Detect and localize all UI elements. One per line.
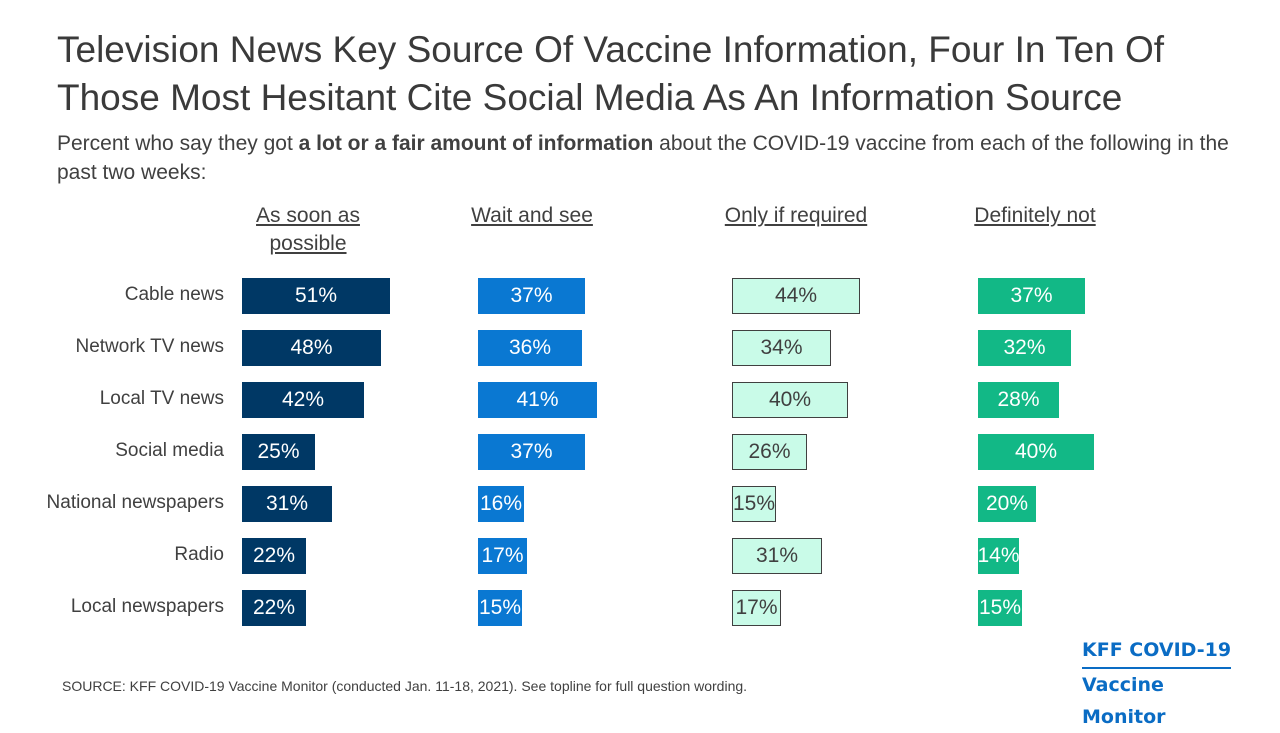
data-label: 26% [748, 440, 791, 463]
bar-as-soon-as-possible-network-tv-news: 48% [242, 330, 381, 366]
data-label: 42% [281, 388, 325, 411]
bar-wait-and-see-local-tv-news: 41% [478, 382, 597, 418]
row-label-network-tv-news: Network TV news [75, 336, 224, 357]
bar-as-soon-as-possible-radio: 22% [242, 538, 306, 574]
bar-definitely-not-network-tv-news: 32% [978, 330, 1071, 366]
bar-wait-and-see-radio: 17% [478, 538, 527, 574]
subtitle-text-after: about the COVID-19 vaccine from each of … [57, 132, 1229, 184]
subtitle-text-bold: a lot or a fair amount of information [298, 132, 654, 155]
brand-line-1: KFF COVID-19 [1082, 634, 1232, 669]
data-label: 51% [294, 284, 338, 307]
row-label-local-tv-news: Local TV news [99, 388, 224, 409]
bar-as-soon-as-possible-local-newspapers: 22% [242, 590, 306, 626]
row-label-cable-news: Cable news [124, 284, 224, 305]
data-label: 22% [252, 596, 296, 619]
data-label: 15% [978, 596, 1022, 619]
bar-wait-and-see-national-newspapers: 16% [478, 486, 524, 522]
data-label: 31% [755, 544, 799, 567]
data-label: 16% [479, 492, 523, 515]
row-label-national-newspapers: National newspapers [46, 492, 224, 513]
data-label: 37% [1010, 284, 1053, 307]
column-header-as-soon-as-possible: As soon as possible [256, 204, 360, 255]
bar-only-if-required-social-media: 26% [732, 434, 807, 470]
data-label: 25% [257, 440, 300, 463]
row-label-local-newspapers: Local newspapers [70, 596, 224, 617]
data-label: 17% [481, 544, 524, 567]
data-label: 40% [768, 388, 812, 411]
bar-only-if-required-cable-news: 44% [732, 278, 860, 314]
column-header-wait-and-see: Wait and see [471, 204, 593, 227]
data-label: 28% [997, 388, 1040, 411]
chart-title: Television News Key Source Of Vaccine In… [57, 29, 1165, 118]
data-label: 32% [1003, 336, 1046, 359]
bar-definitely-not-national-newspapers: 20% [978, 486, 1036, 522]
data-label: 31% [265, 492, 309, 515]
data-label: 34% [760, 336, 803, 359]
source-note: SOURCE: KFF COVID-19 Vaccine Monitor (co… [62, 678, 748, 694]
data-label: 14% [977, 544, 1020, 567]
bar-only-if-required-local-tv-news: 40% [732, 382, 848, 418]
data-label: 37% [510, 284, 553, 307]
data-label: 17% [735, 596, 778, 619]
subtitle-text-before: Percent who say they got [57, 132, 299, 155]
column-header-definitely-not: Definitely not [974, 204, 1096, 227]
bar-wait-and-see-social-media: 37% [478, 434, 585, 470]
bar-definitely-not-local-tv-news: 28% [978, 382, 1059, 418]
bar-only-if-required-national-newspapers: 15% [732, 486, 776, 522]
bar-wait-and-see-cable-news: 37% [478, 278, 585, 314]
bar-as-soon-as-possible-social-media: 25% [242, 434, 315, 470]
bar-definitely-not-radio: 14% [977, 538, 1020, 574]
data-label: 41% [516, 388, 559, 411]
bar-definitely-not-cable-news: 37% [978, 278, 1085, 314]
bar-wait-and-see-local-newspapers: 15% [478, 590, 522, 626]
bar-wait-and-see-network-tv-news: 36% [478, 330, 582, 366]
bar-as-soon-as-possible-local-tv-news: 42% [242, 382, 364, 418]
kff-brand-logo: KFF COVID-19 Vaccine Monitor [1082, 634, 1252, 733]
bar-definitely-not-social-media: 40% [978, 434, 1094, 470]
row-label-radio: Radio [174, 544, 224, 565]
data-label: 40% [1014, 440, 1058, 463]
data-label: 15% [732, 492, 776, 515]
bar-only-if-required-local-newspapers: 17% [732, 590, 781, 626]
bar-definitely-not-local-newspapers: 15% [978, 590, 1022, 626]
data-label: 48% [290, 336, 333, 359]
data-label: 44% [774, 284, 818, 307]
bar-as-soon-as-possible-national-newspapers: 31% [242, 486, 332, 522]
column-header-only-if-required: Only if required [724, 204, 868, 227]
data-label: 15% [478, 596, 522, 619]
bar-only-if-required-radio: 31% [732, 538, 822, 574]
row-label-social-media: Social media [115, 440, 224, 461]
data-label: 22% [252, 544, 296, 567]
data-label: 36% [508, 336, 552, 359]
bar-as-soon-as-possible-cable-news: 51% [242, 278, 390, 314]
chart-subtitle: Percent who say they got a lot or a fair… [57, 129, 1237, 187]
data-label: 37% [510, 440, 553, 463]
data-label: 20% [985, 492, 1029, 515]
bar-only-if-required-network-tv-news: 34% [732, 330, 831, 366]
